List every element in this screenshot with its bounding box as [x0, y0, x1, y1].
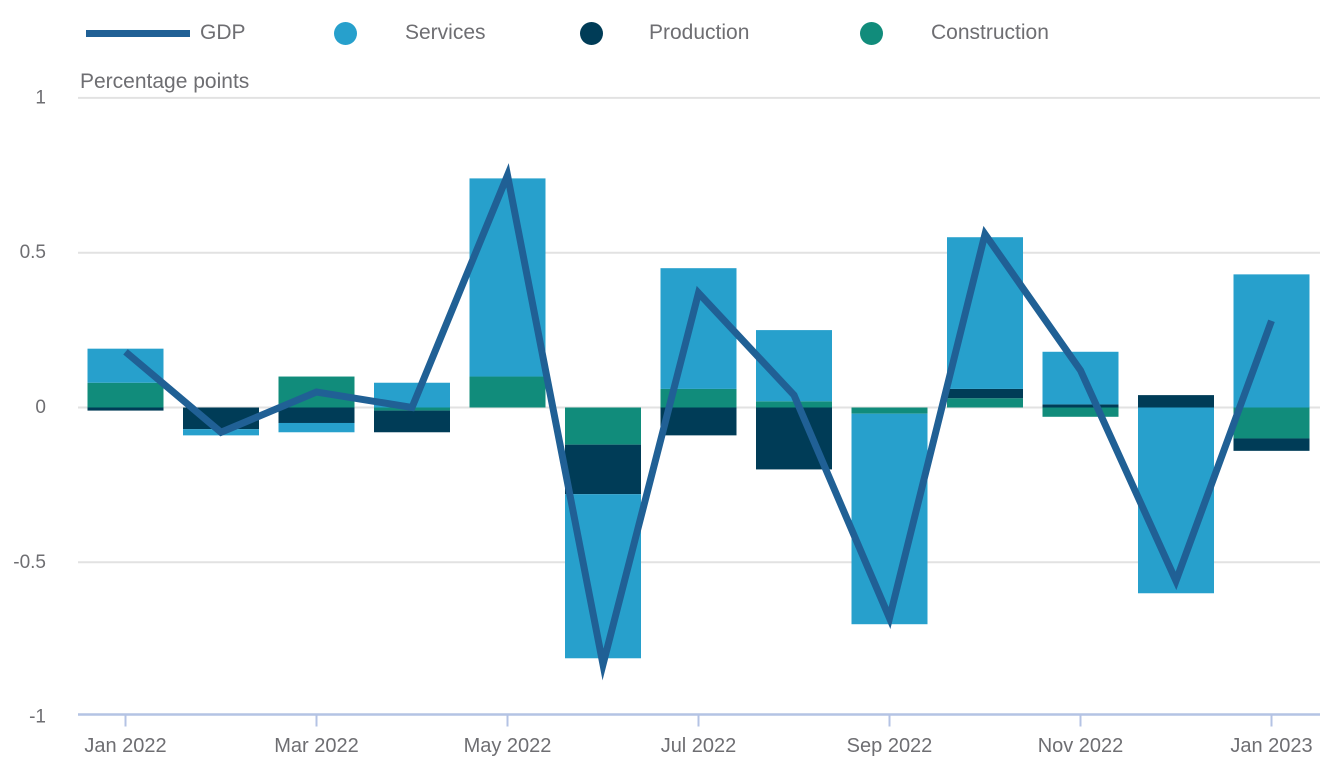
legend-label-construction: Construction	[931, 21, 1049, 44]
bar-segment-production	[565, 444, 641, 495]
y-tick-label: -0.5	[13, 552, 46, 573]
y-tick-label: 0.5	[20, 242, 46, 263]
gdp-line	[123, 163, 1275, 681]
legend-item-production: Production	[580, 20, 749, 46]
legend-item-construction: Construction	[860, 20, 1049, 46]
x-tick-label: Sep 2022	[847, 735, 933, 757]
bar-segment-construction	[1042, 407, 1119, 417]
legend-label-services: Services	[405, 21, 486, 44]
legend-label-gdp: GDP	[200, 21, 246, 44]
x-tick-label: Mar 2022	[274, 735, 359, 757]
bar-segment-construction	[851, 407, 928, 414]
x-tick-label: Nov 2022	[1038, 735, 1124, 757]
production-dot-swatch	[580, 21, 603, 45]
bar-segment-production	[660, 407, 737, 436]
legend-item-services: Services	[334, 20, 486, 46]
bar-segment-services	[278, 422, 355, 433]
bar-segment-production	[87, 407, 164, 411]
bar-segment-construction	[947, 398, 1023, 408]
bar-segment-construction	[1233, 407, 1310, 439]
bar-segment-construction	[660, 388, 737, 408]
y-axis-unit-label: Percentage points	[80, 70, 250, 93]
legend-item-gdp: GDP	[86, 20, 246, 46]
bar-segment-production	[1233, 438, 1310, 451]
bar-segment-production	[1138, 395, 1214, 408]
x-tick-label: May 2022	[464, 735, 552, 757]
bar-segment-production	[1042, 404, 1119, 408]
bar-segment-production	[374, 410, 450, 433]
legend: GDP Services Production Construction	[0, 20, 1342, 46]
x-tick-label: Jan 2023	[1230, 735, 1312, 757]
y-tick-label: 1	[35, 87, 46, 108]
bar-segment-production	[278, 407, 355, 423]
legend-label-production: Production	[649, 21, 750, 44]
bar-segment-services	[1138, 407, 1214, 594]
bar-segment-construction	[756, 401, 832, 408]
x-tick-label: Jan 2022	[84, 735, 166, 757]
y-tick-label: -1	[29, 707, 46, 728]
x-tick-label: Jul 2022	[661, 735, 737, 757]
bar-segment-services	[660, 268, 737, 389]
services-dot-swatch	[334, 21, 357, 45]
construction-dot-swatch	[860, 21, 883, 45]
bar-segment-services	[469, 178, 546, 377]
bar-segment-services	[947, 237, 1023, 389]
gdp-line-swatch	[86, 29, 190, 37]
bar-segment-construction	[87, 382, 164, 408]
bar-segment-construction	[469, 376, 546, 408]
bar-segment-construction	[565, 407, 641, 445]
y-tick-label: 0	[35, 397, 46, 418]
bar-segment-production	[947, 388, 1023, 399]
